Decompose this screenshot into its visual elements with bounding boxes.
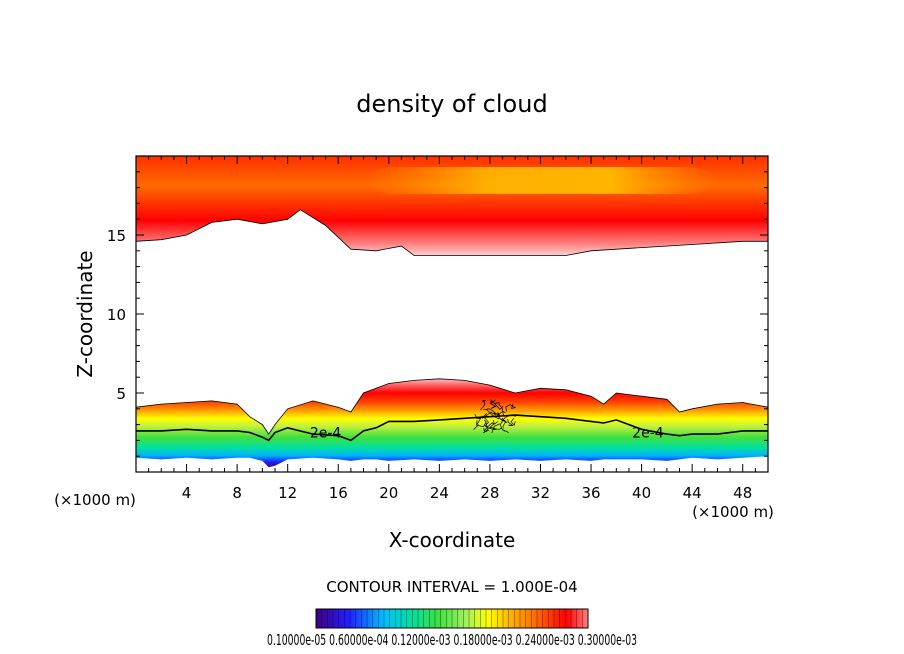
core-contour-fragment (483, 408, 506, 416)
core-contour-fragment (506, 419, 514, 427)
x-unit-right: (×1000 m) (692, 503, 774, 521)
x-tick-label: 36 (581, 484, 600, 502)
contour-2e-4 (136, 414, 768, 442)
y-tick-label: 10 (107, 306, 126, 324)
x-tick-label: 12 (278, 484, 297, 502)
core-contour-fragment (501, 417, 508, 429)
lower-cloud-layer (136, 378, 768, 468)
x-unit-left: (×1000 m) (54, 491, 136, 509)
core-contour-fragment (483, 421, 499, 432)
x-tick-label: 40 (632, 484, 651, 502)
x-tick-label: 32 (531, 484, 550, 502)
contour-interval-label: CONTOUR INTERVAL = 1.000E-04 (326, 578, 577, 596)
y-tick-label: 5 (116, 385, 126, 403)
core-contour-fragment (505, 403, 517, 412)
core-contour-fragment (488, 420, 497, 430)
x-axis-label: X-coordinate (389, 528, 516, 552)
x-tick-label: 8 (232, 484, 242, 502)
colorbar-frame (315, 608, 589, 629)
contour-label: 2e-4 (310, 426, 342, 442)
x-tick-label: 20 (379, 484, 398, 502)
lower-layer-edge-contour (136, 378, 768, 435)
x-tick-label: 28 (480, 484, 499, 502)
x-tick-label: 48 (733, 484, 752, 502)
core-contour-fragment (490, 399, 504, 411)
core-contour-fragment (493, 427, 509, 433)
core-contour-fragment (484, 417, 497, 430)
core-contour-fragment (479, 413, 487, 420)
core-contour-fragment (482, 421, 490, 434)
x-tick-label: 44 (683, 484, 702, 502)
y-axis-label: Z-coordinate (73, 250, 97, 377)
chart-title: density of cloud (356, 90, 547, 118)
x-tick-label: 24 (430, 484, 449, 502)
plot-area: 2e-4 2e-4 (136, 156, 768, 468)
colorbar-ticks (321, 609, 583, 628)
core-contour-fragment (483, 412, 496, 419)
core-contour-fragment (510, 417, 516, 426)
convective-core-contours (473, 399, 517, 434)
contour-label: 2e-4 (632, 426, 664, 442)
core-contour-fragment (500, 414, 517, 424)
core-contour-fragment (479, 400, 486, 411)
x-tick-label: 4 (182, 484, 192, 502)
core-contour-fragment (494, 402, 505, 418)
upper-layer-maximum (363, 167, 718, 194)
core-contour-fragment (489, 402, 497, 410)
contour-labels: 2e-4 2e-4 (310, 426, 664, 442)
upper-layer-edge-contour (136, 209, 768, 256)
axis-ticks (136, 156, 768, 472)
core-contour-fragment (474, 413, 482, 426)
colorbar-labels: 0.10000e-05 0.60000e-04 0.12000e-03 0.18… (267, 631, 637, 649)
core-contour-fragment (491, 423, 502, 434)
x-tick-label: 16 (329, 484, 348, 502)
y-tick-label: 15 (107, 227, 126, 245)
